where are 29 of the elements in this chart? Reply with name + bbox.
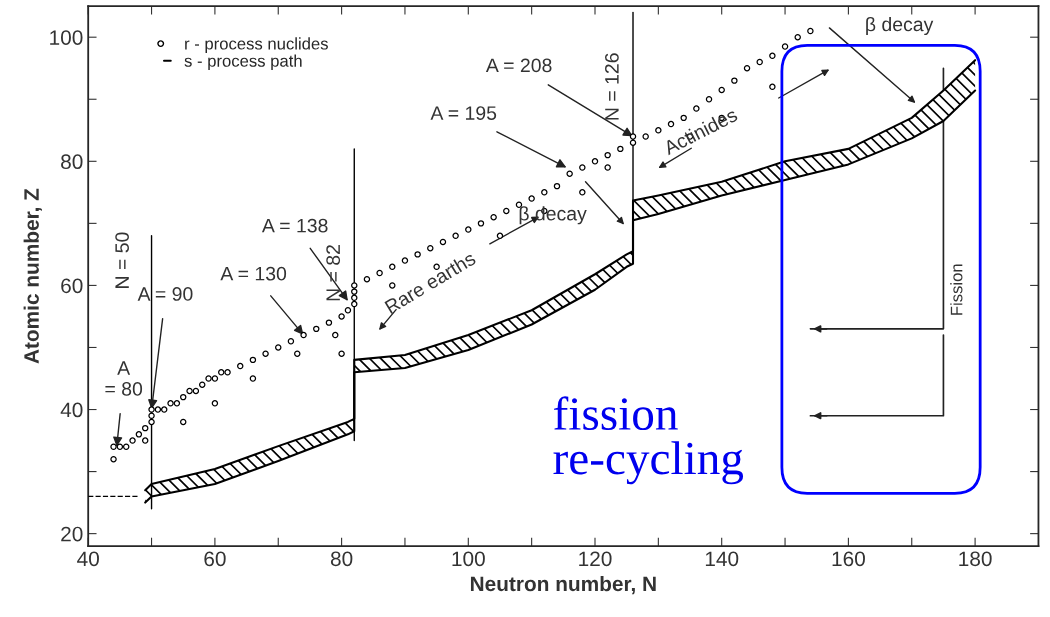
annotation: A = 90 <box>137 287 193 301</box>
y-tick-label: 60 <box>61 278 83 294</box>
y-tick-label: 100 <box>50 30 83 45</box>
x-tick-label: 40 <box>77 551 99 567</box>
y-axis-title: Atomic number, Z <box>23 188 42 364</box>
legend-label: r - process nuclides <box>185 37 328 53</box>
annotation: A = 130 <box>220 266 287 281</box>
x-tick-label: 180 <box>959 551 992 567</box>
annotation: β decay <box>866 16 934 36</box>
x-axis-title: Neutron number, N <box>470 575 656 595</box>
annotation: A = 195 <box>430 106 497 120</box>
x-tick-label: 80 <box>330 551 353 567</box>
y-tick-label: 40 <box>60 402 83 418</box>
annotation: β decay <box>519 206 587 225</box>
annotation: A = 208 <box>485 58 552 73</box>
x-tick-label: 140 <box>705 551 739 567</box>
y-tick-label: 80 <box>61 154 83 170</box>
y-tick-label: 20 <box>61 526 83 542</box>
annotation: N = 50 <box>115 232 129 288</box>
annotation: Fission <box>950 264 963 315</box>
x-tick-label: 120 <box>579 551 612 567</box>
legend-label: s - process path <box>184 54 302 71</box>
x-tick-label: 60 <box>204 551 226 567</box>
annotation: A = 138 <box>261 218 328 233</box>
annotation: N = 126 <box>605 53 619 120</box>
annotation: fission re-cycling <box>553 396 744 485</box>
x-tick-label: 100 <box>452 551 485 567</box>
annotation: A = 80 <box>105 361 143 396</box>
x-tick-label: 160 <box>832 551 865 567</box>
